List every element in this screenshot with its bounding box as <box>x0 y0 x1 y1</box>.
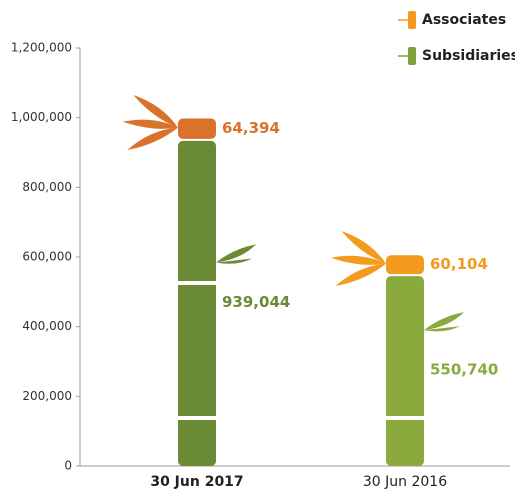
y-tick-label: 0 <box>64 459 72 473</box>
bar <box>178 118 216 139</box>
y-tick-label: 1,000,000 <box>11 110 72 124</box>
y-tick-label: 200,000 <box>22 389 72 403</box>
bamboo-node <box>177 281 217 285</box>
leaf <box>341 230 386 264</box>
bar <box>178 140 216 467</box>
value-label: 550,740 <box>430 361 498 379</box>
value-label: 939,044 <box>222 293 290 311</box>
leaf <box>331 255 386 265</box>
bar <box>386 276 424 466</box>
legend-label: Associates <box>422 12 506 28</box>
bar <box>386 255 424 275</box>
leaf <box>424 326 460 332</box>
x-tick-label: 30 Jun 2017 <box>150 474 243 490</box>
y-tick-label: 1,200,000 <box>11 41 72 55</box>
legend-label: Subsidiaries <box>422 48 515 64</box>
legend-swatch <box>408 11 416 29</box>
legend-swatch <box>408 47 416 65</box>
y-tick-label: 400,000 <box>22 319 72 333</box>
y-tick-label: 600,000 <box>22 250 72 264</box>
value-label: 64,394 <box>222 119 280 137</box>
leaf <box>133 94 179 128</box>
leaf <box>127 127 178 150</box>
y-tick-label: 800,000 <box>22 180 72 194</box>
leaf <box>216 258 252 264</box>
x-tick-label: 30 Jun 2016 <box>363 474 447 490</box>
bamboo-node <box>385 416 425 420</box>
leaf <box>424 312 464 331</box>
leaf <box>123 119 178 129</box>
bamboo-node <box>177 416 217 420</box>
value-label: 60,104 <box>430 255 488 273</box>
leaf <box>335 263 387 286</box>
leaf <box>216 244 256 263</box>
